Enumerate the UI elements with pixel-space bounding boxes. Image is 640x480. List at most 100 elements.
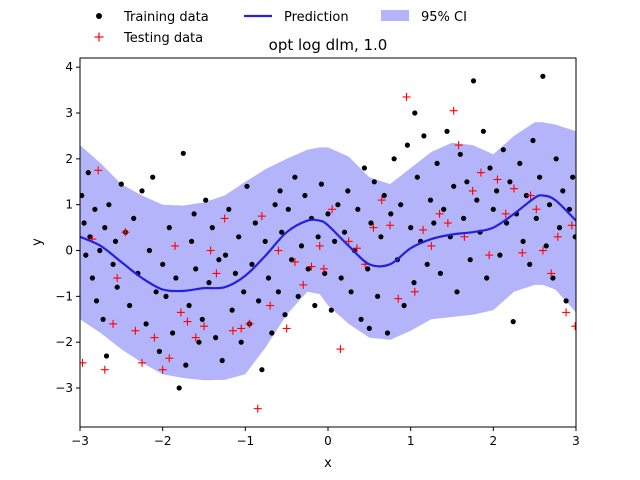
training-point	[517, 160, 523, 166]
training-point	[365, 266, 371, 272]
legend-ci-marker	[381, 10, 409, 21]
training-point	[216, 257, 222, 263]
training-point	[507, 179, 513, 185]
training-point	[322, 270, 328, 276]
training-point	[530, 137, 536, 144]
training-point	[461, 215, 467, 221]
training-point	[500, 147, 506, 153]
training-point	[441, 206, 447, 212]
testing-point	[336, 345, 345, 354]
training-point	[81, 220, 87, 226]
training-point	[106, 202, 112, 208]
testing-point	[394, 294, 403, 303]
training-point	[480, 128, 486, 134]
chart-title: opt log dlm, 1.0	[269, 36, 388, 54]
training-point	[335, 202, 341, 208]
training-point	[285, 206, 291, 212]
training-point	[570, 174, 576, 180]
testing-point	[150, 333, 159, 342]
training-point	[282, 312, 288, 318]
testing-point	[518, 248, 527, 257]
training-point	[193, 266, 199, 272]
training-point	[180, 150, 186, 156]
training-point	[206, 280, 212, 286]
training-point	[100, 316, 106, 322]
legend-training-label: Training data	[123, 10, 209, 25]
testing-point	[567, 221, 576, 230]
training-point	[318, 181, 324, 187]
training-point	[384, 330, 391, 336]
x-tick-label: −3	[71, 434, 89, 448]
training-point	[102, 225, 108, 231]
training-point	[315, 234, 321, 240]
training-point	[176, 385, 182, 391]
y-axis: −3 −2 −1 0 1 2 3 4	[55, 60, 80, 395]
testing-point	[510, 184, 518, 193]
y-tick-label: −1	[55, 289, 73, 303]
training-point	[361, 165, 367, 171]
training-point	[487, 165, 493, 171]
testing-point	[253, 404, 262, 413]
training-point	[437, 270, 443, 276]
testing-point	[562, 308, 571, 317]
training-point	[110, 261, 116, 267]
training-point	[222, 252, 229, 258]
testing-point	[100, 365, 109, 374]
testing-point	[547, 269, 556, 278]
training-point	[236, 234, 242, 240]
testing-point	[121, 228, 130, 237]
training-point	[533, 215, 539, 221]
training-point	[256, 298, 262, 304]
training-point	[325, 211, 331, 217]
training-point	[241, 289, 247, 295]
training-point	[427, 197, 434, 203]
training-point	[238, 339, 244, 345]
training-point	[186, 302, 192, 309]
training-point	[457, 151, 463, 157]
prediction-line	[80, 194, 576, 293]
training-point	[470, 78, 477, 84]
training-point	[434, 160, 440, 166]
x-tick-label: −2	[154, 434, 172, 448]
training-point	[166, 225, 172, 231]
testing-point	[307, 262, 316, 271]
training-point	[150, 174, 156, 180]
x-tick-label: 2	[490, 434, 498, 448]
training-point	[566, 206, 573, 212]
training-point	[381, 192, 387, 199]
training-point	[93, 298, 100, 304]
training-point	[424, 261, 430, 267]
testing-point	[109, 319, 118, 328]
y-tick-label: 2	[65, 152, 73, 166]
training-point	[160, 261, 166, 267]
training-point	[219, 357, 225, 364]
training-point	[345, 188, 351, 194]
training-point	[305, 266, 311, 272]
testing-point	[315, 241, 324, 250]
testing-point	[526, 191, 535, 200]
y-tick-label: 0	[65, 244, 73, 258]
testing-point	[165, 354, 174, 363]
training-point	[269, 330, 275, 336]
training-point	[289, 257, 295, 263]
training-point	[401, 302, 407, 309]
testing-point	[328, 205, 337, 214]
training-point	[87, 234, 93, 240]
legend-ci-label: 95% CI	[421, 10, 467, 25]
x-tick-label: −1	[236, 434, 254, 448]
legend: Training data Prediction 95% CI Testing …	[94, 10, 467, 46]
testing-point	[386, 221, 394, 230]
training-point	[196, 339, 202, 345]
training-point	[272, 202, 278, 208]
training-point	[366, 325, 372, 331]
training-point	[259, 367, 265, 373]
training-point	[431, 220, 437, 226]
training-point	[537, 174, 543, 180]
testing-point	[468, 186, 477, 195]
testing-point	[571, 322, 576, 331]
testing-point	[94, 166, 103, 175]
training-point	[183, 362, 189, 368]
testing-point	[319, 264, 328, 273]
training-point	[85, 170, 91, 176]
